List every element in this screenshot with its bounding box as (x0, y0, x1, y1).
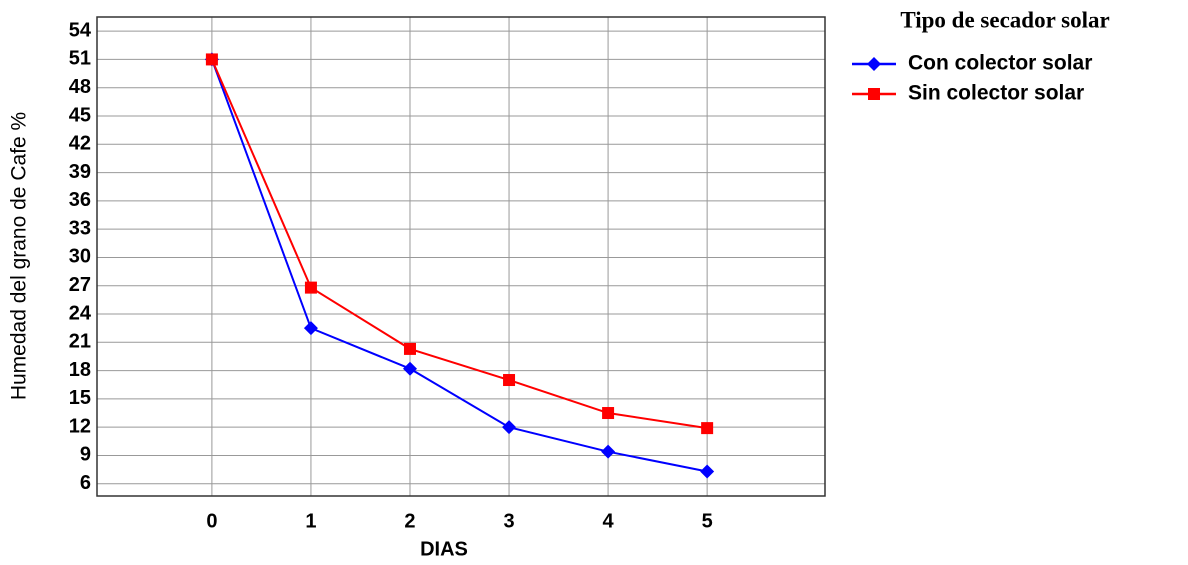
legend-title: Tipo de secador solar (900, 7, 1109, 32)
x-tick-label: 2 (404, 510, 415, 532)
data-point (206, 53, 218, 65)
x-tick-label: 5 (702, 510, 713, 532)
x-tick-label: 3 (503, 510, 514, 532)
y-tick-label: 33 (69, 217, 91, 239)
data-point (602, 407, 614, 419)
y-axis-label: Humedad del grano de Cafe % (8, 112, 31, 400)
y-tick-label: 51 (69, 48, 91, 70)
series-line (212, 59, 707, 471)
series-line (212, 59, 707, 428)
x-tick-label: 1 (305, 510, 316, 532)
legend-marker (868, 88, 880, 100)
y-tick-label: 42 (69, 133, 91, 155)
data-point (701, 422, 713, 434)
y-tick-label: 15 (69, 387, 91, 409)
x-axis-label: DIAS (420, 538, 468, 560)
y-tick-label: 9 (80, 444, 91, 466)
chart: Humedad del grano de Cafe % DIAS Tipo de… (0, 0, 1188, 565)
y-tick-label: 48 (69, 76, 91, 98)
y-tick-label: 54 (69, 19, 92, 41)
y-tick-label: 12 (69, 415, 91, 437)
y-tick-label: 39 (69, 161, 91, 183)
y-tick-label: 45 (69, 104, 91, 126)
data-point (601, 445, 615, 459)
x-tick-label: 4 (603, 510, 615, 532)
plot-frame (97, 17, 825, 496)
y-tick-label: 24 (69, 302, 92, 324)
x-tick-label: 0 (206, 510, 217, 532)
data-point (503, 374, 515, 386)
data-point (304, 321, 318, 335)
data-point (502, 420, 516, 434)
legend-label: Sin colector solar (908, 82, 1084, 105)
y-tick-label: 27 (69, 274, 91, 296)
legend-label: Con colector solar (908, 52, 1092, 75)
legend-marker (867, 57, 881, 71)
y-tick-label: 30 (69, 246, 91, 268)
data-point (404, 343, 416, 355)
y-tick-label: 6 (80, 472, 91, 494)
y-tick-label: 18 (69, 359, 91, 381)
y-tick-label: 36 (69, 189, 91, 211)
data-point (305, 282, 317, 294)
data-point (403, 362, 417, 376)
data-point (700, 464, 714, 478)
y-tick-label: 21 (69, 331, 91, 353)
